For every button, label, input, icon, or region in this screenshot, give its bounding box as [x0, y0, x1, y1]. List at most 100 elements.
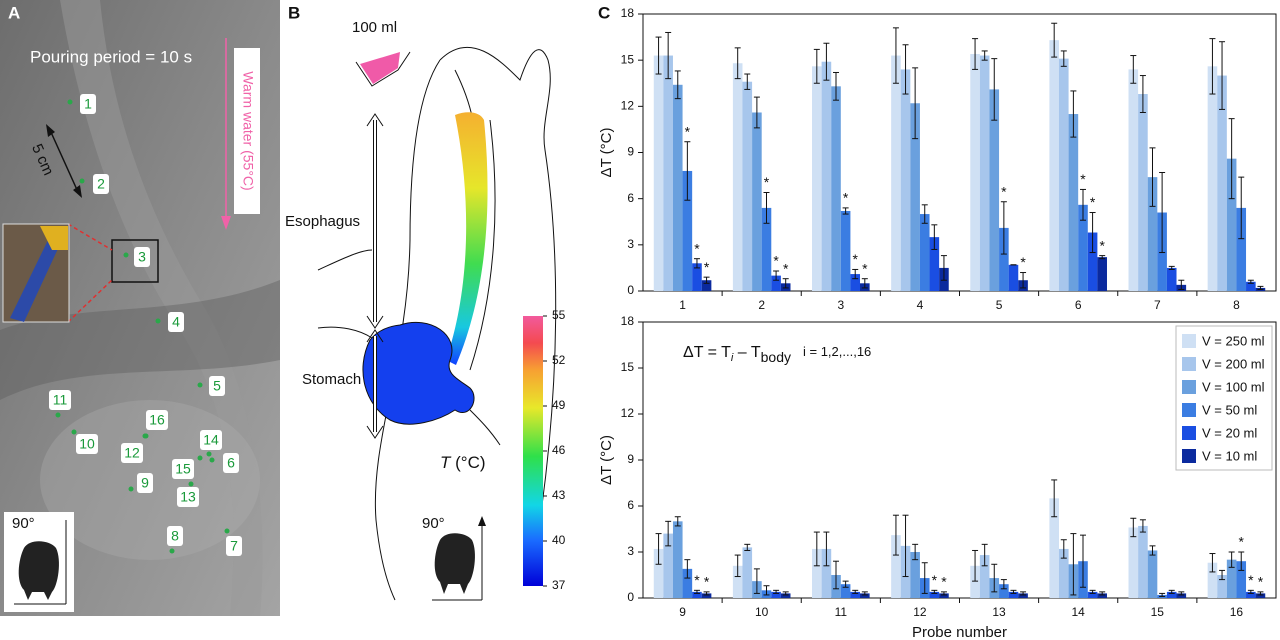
error-bar [940, 255, 947, 281]
significance-mark: * [685, 123, 691, 139]
bar [653, 548, 664, 598]
beaker-label: 100 ml [352, 19, 397, 36]
probe-label: 1 [84, 96, 92, 112]
bar [732, 63, 743, 291]
y-tick-label: 9 [627, 145, 634, 159]
probe-dot [128, 486, 134, 492]
significance-mark: * [1099, 237, 1105, 253]
probe-dot [67, 99, 73, 105]
bar [821, 61, 832, 292]
pig-icon [434, 533, 475, 594]
error-bar [1099, 591, 1106, 596]
error-bar [1168, 265, 1175, 270]
bar [1246, 281, 1256, 291]
probe-dot [55, 412, 61, 418]
bar [663, 533, 673, 598]
bar [1128, 527, 1139, 598]
x-tick-label: 3 [837, 298, 844, 312]
y-tick-label: 18 [621, 6, 635, 20]
error-bar [842, 580, 849, 588]
probe-box [80, 94, 96, 114]
error-bar [972, 549, 979, 582]
x-tick-label: 1 [679, 298, 686, 312]
legend-swatch [1182, 380, 1196, 394]
label-box [234, 48, 260, 214]
panel-label: A [8, 3, 20, 22]
bar [701, 593, 712, 598]
error-bar [744, 73, 751, 90]
angle-label: 90° [422, 515, 445, 532]
x-tick-label: 11 [835, 605, 848, 619]
error-bar [1089, 589, 1096, 594]
error-bar [931, 224, 938, 250]
bar [1049, 498, 1059, 598]
bar [682, 170, 693, 291]
bar [970, 54, 980, 292]
error-bar [734, 554, 741, 578]
probe-box [167, 526, 183, 546]
error-bar [1020, 272, 1027, 289]
bar [1226, 158, 1237, 291]
bar [1147, 177, 1158, 291]
error-bar [693, 258, 700, 269]
y-tick-label: 12 [621, 99, 635, 113]
bar [1097, 257, 1107, 291]
significance-mark: * [704, 259, 710, 275]
bar [1166, 267, 1177, 291]
colorbar-var: T [440, 453, 452, 472]
bar [1049, 40, 1059, 292]
bar [1058, 548, 1069, 598]
legend-label: V = 250 ml [1202, 333, 1265, 348]
x-tick-label: 9 [679, 605, 686, 619]
probe-label: 8 [171, 528, 179, 544]
stomach [362, 321, 475, 425]
bar [692, 263, 702, 291]
error-bar [1130, 55, 1137, 84]
bar [1236, 207, 1247, 291]
probe-label: 7 [230, 538, 238, 554]
bar [1087, 591, 1098, 598]
bar [672, 84, 683, 292]
bar [1078, 204, 1088, 291]
probe-box [200, 430, 222, 450]
bar [1226, 559, 1237, 598]
bar [900, 69, 911, 292]
bar [821, 548, 832, 598]
probe-dot [209, 457, 215, 463]
bar [1217, 575, 1227, 598]
legend-label: V = 200 ml [1202, 356, 1265, 371]
error-bar [773, 589, 780, 594]
error-bar [763, 585, 770, 596]
probe-label: 10 [79, 436, 95, 452]
panel-label: C [598, 3, 610, 22]
error-bar [1257, 591, 1264, 596]
probe-label: 4 [172, 314, 180, 330]
bar [831, 86, 841, 291]
error-bar [703, 591, 710, 596]
probe-dot [224, 528, 230, 534]
error-bar [1139, 519, 1146, 533]
formula-index: i = 1,2,...,16 [803, 344, 871, 359]
error-bar [921, 204, 928, 224]
bar [742, 81, 753, 291]
probe-dot [169, 548, 175, 554]
beaker [355, 51, 411, 87]
significance-mark: * [941, 574, 947, 590]
bar [999, 584, 1009, 598]
formula-part: ΔT = T [683, 344, 731, 361]
bar [1176, 593, 1187, 598]
error-bar [1079, 188, 1086, 221]
error-bar [981, 50, 988, 61]
error-bar [1070, 90, 1077, 138]
error-bar [1209, 553, 1216, 573]
probe-dot [188, 481, 194, 487]
error-bar [674, 70, 681, 100]
legend-swatch [1182, 357, 1196, 371]
formula: ΔT = Ti – Tbody i = 1,2,...,16 [683, 344, 871, 364]
error-bar [1070, 533, 1077, 596]
bar [812, 66, 822, 291]
inset-probe [10, 236, 62, 322]
y-tick-label: 9 [627, 452, 634, 466]
error-bar [1238, 551, 1245, 571]
